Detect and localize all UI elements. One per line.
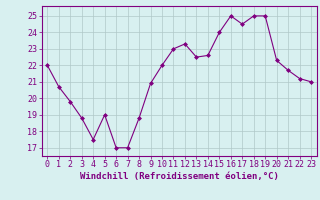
X-axis label: Windchill (Refroidissement éolien,°C): Windchill (Refroidissement éolien,°C) [80, 172, 279, 181]
